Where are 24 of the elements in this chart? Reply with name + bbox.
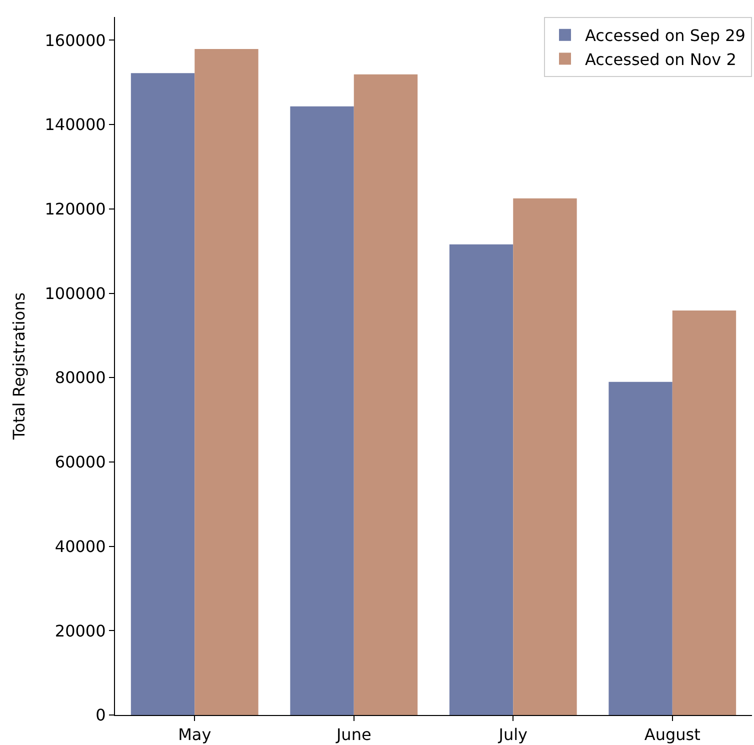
y-tick-label: 160000 [44, 30, 106, 50]
y-tick-label: 0 [96, 706, 106, 725]
x-tick-label: May [178, 725, 212, 744]
y-tick-label: 100000 [44, 284, 106, 303]
y-tick-label: 40000 [54, 536, 106, 556]
x-tick-label: July [498, 725, 528, 744]
x-tick-label: June [335, 725, 372, 744]
y-tick-label: 80000 [54, 368, 106, 388]
bar [354, 74, 418, 715]
legend-label: Accessed on Sep 29 [585, 26, 746, 46]
y-axis-title: Total Registrations [10, 292, 29, 441]
y-tick-label: 20000 [54, 621, 106, 640]
bar [290, 106, 354, 715]
y-tick-label: 120000 [44, 200, 106, 218]
bar [608, 382, 672, 715]
bar [194, 49, 258, 715]
bar [449, 244, 514, 715]
y-tick-label: 60000 [54, 452, 106, 472]
legend-label: Accessed on Nov 2 [585, 50, 736, 69]
y-tick-label: 140000 [44, 115, 106, 134]
bar [513, 198, 577, 715]
x-tick-label: August [644, 725, 700, 744]
bar [130, 73, 195, 715]
bar [672, 310, 736, 715]
